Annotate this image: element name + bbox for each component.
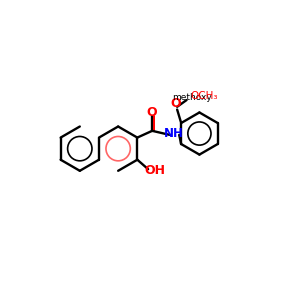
Text: OCH₃: OCH₃	[190, 91, 218, 101]
Text: O: O	[170, 97, 181, 110]
Text: OH: OH	[144, 164, 165, 177]
Text: NH: NH	[164, 127, 184, 140]
Text: O: O	[147, 106, 158, 119]
Text: methoxy: methoxy	[172, 93, 212, 102]
